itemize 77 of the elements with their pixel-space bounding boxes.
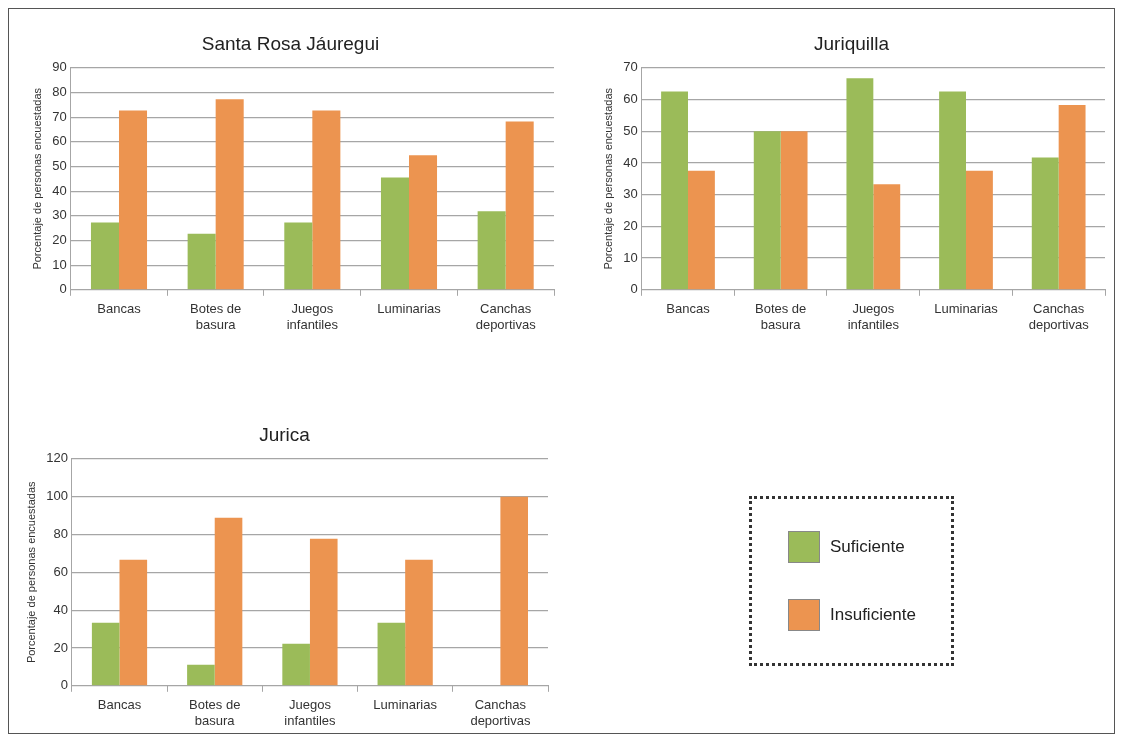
y-tick-label: 10	[623, 249, 638, 265]
y-tick-label: 60	[52, 133, 67, 149]
bar	[380, 177, 409, 290]
x-tick-label: Bancas	[666, 301, 711, 317]
y-tick-label: 50	[623, 122, 638, 138]
y-tick-label: 40	[52, 182, 67, 198]
bar	[214, 517, 243, 686]
x-tick-label: Bancas	[97, 697, 142, 713]
legend-label: Insuficiente	[830, 605, 916, 625]
bar	[405, 559, 433, 686]
x-tick-label: Botes de basura	[190, 301, 242, 332]
y-tick-label: 80	[52, 84, 67, 100]
y-axis-title: Porcentaje de personas encuestadas	[601, 87, 614, 270]
y-tick-label: 40	[53, 601, 68, 617]
y-tick-label: 100	[46, 488, 68, 504]
y-tick-label: 20	[623, 217, 638, 233]
x-tick-label: Luminarias	[934, 301, 999, 317]
y-tick-label: 30	[52, 207, 67, 223]
x-tick-label: Luminarias	[373, 697, 438, 713]
y-tick-label: 20	[52, 232, 67, 248]
bar	[687, 170, 715, 290]
bar	[90, 222, 119, 290]
bar	[966, 170, 993, 290]
bar	[873, 184, 901, 290]
bar	[284, 222, 313, 290]
y-tick-label: 0	[630, 281, 638, 297]
bar	[500, 496, 528, 686]
chart-title: Juriquilla	[814, 32, 890, 54]
y-tick-label: 30	[623, 186, 638, 202]
y-tick-label: 90	[52, 59, 67, 75]
y-tick-label: 50	[52, 158, 67, 174]
x-tick-label: Canchas deportivas	[470, 697, 531, 728]
bar	[118, 110, 148, 290]
bar	[661, 91, 688, 290]
x-tick-label: Canchas deportivas	[1028, 301, 1090, 332]
x-tick-label: Botes de basura	[755, 301, 807, 332]
x-tick-label: Juegos infantiles	[284, 697, 337, 728]
y-axis-title: Porcentaje de personas encuestadas	[30, 87, 43, 270]
y-tick-label: 20	[53, 639, 68, 655]
y-tick-label: 40	[623, 154, 638, 170]
bar	[119, 559, 148, 686]
x-tick-label: Botes de basura	[189, 697, 241, 728]
y-tick-label: 120	[46, 450, 68, 466]
legend-label: Suficiente	[830, 537, 905, 557]
y-tick-label: 0	[60, 677, 68, 693]
chart-title: Santa Rosa Jáuregui	[201, 32, 380, 54]
bar	[91, 622, 120, 686]
y-tick-label: 80	[53, 526, 68, 542]
y-tick-label: 10	[52, 256, 67, 272]
x-tick-label: Canchas deportivas	[475, 301, 537, 332]
bar	[505, 121, 534, 290]
bar	[409, 155, 438, 290]
bar	[187, 664, 215, 686]
bar	[939, 91, 966, 290]
x-tick-label: Bancas	[97, 301, 142, 317]
bar	[1031, 157, 1059, 290]
bar	[477, 211, 506, 290]
y-tick-label: 60	[53, 563, 68, 579]
y-tick-label: 60	[623, 91, 638, 107]
y-tick-label: 70	[52, 108, 67, 124]
bar	[215, 99, 244, 290]
x-tick-label: Luminarias	[377, 301, 442, 317]
x-tick-label: Juegos infantiles	[847, 301, 900, 332]
y-axis-title: Porcentaje de personas encuestadas	[24, 480, 37, 664]
x-tick-label: Juegos infantiles	[286, 301, 339, 332]
bar	[187, 233, 216, 290]
y-tick-label: 0	[59, 281, 67, 297]
bar	[282, 643, 310, 686]
bar	[312, 110, 341, 290]
y-tick-label: 70	[623, 59, 638, 75]
bar	[1058, 104, 1086, 290]
bar	[753, 131, 781, 290]
bar	[309, 538, 338, 686]
bar	[780, 131, 808, 290]
bar	[846, 78, 874, 290]
chart-title: Jurica	[259, 423, 311, 445]
bar	[377, 622, 406, 686]
